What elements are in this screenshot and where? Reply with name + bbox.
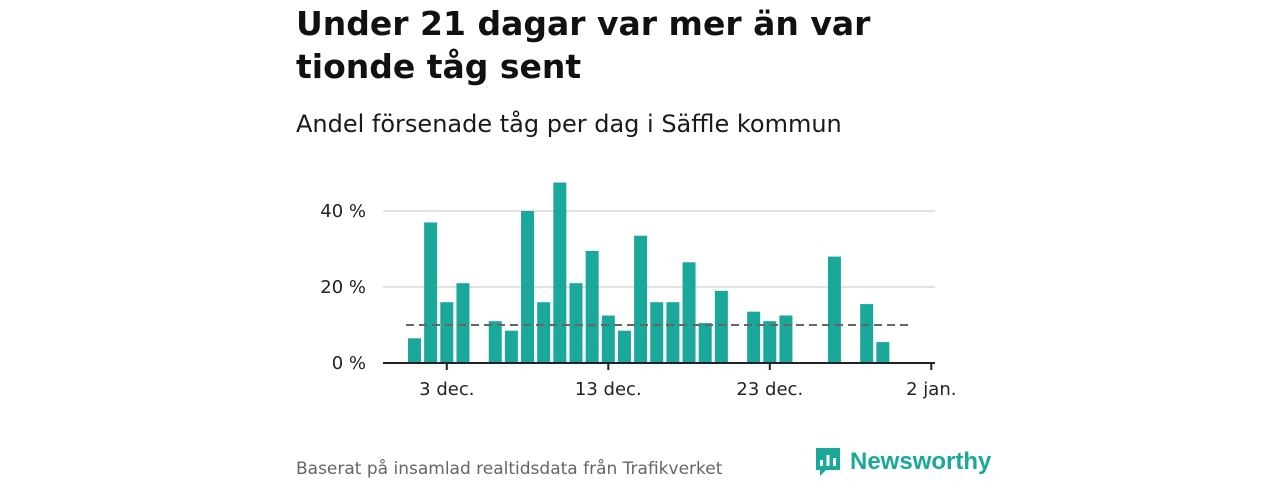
bar <box>440 302 454 363</box>
bar <box>424 222 438 363</box>
bar <box>876 342 890 363</box>
bar <box>504 330 518 363</box>
axes: 3 dec. 13 dec. 23 dec. 2 jan. <box>383 362 956 400</box>
bar <box>601 315 615 363</box>
brand-name: Newsworthy <box>850 448 992 475</box>
bar <box>408 338 421 363</box>
chart-subtitle: Andel försenade tåg per dag i Säffle kom… <box>296 110 842 138</box>
bar <box>585 250 599 363</box>
bar <box>763 321 777 363</box>
bar <box>537 302 551 363</box>
bar <box>747 311 761 363</box>
chart-title: Under 21 dagar var mer än var tionde tåg… <box>296 4 871 86</box>
bar <box>650 302 664 363</box>
bar <box>521 211 535 363</box>
y-tick-label: 20 % <box>320 277 366 298</box>
newsworthy-logo-icon <box>816 448 840 476</box>
x-tick-label: 13 dec. <box>575 379 642 400</box>
bar <box>698 323 712 363</box>
source-note: Baserat på insamlad realtidsdata från Tr… <box>296 459 723 479</box>
x-tick-label: 23 dec. <box>736 379 803 400</box>
bar <box>569 283 583 363</box>
bar <box>666 302 680 363</box>
y-tick-label: 0 % <box>332 353 366 374</box>
x-tick-label: 2 jan. <box>906 379 956 400</box>
bar <box>553 182 567 363</box>
bar <box>827 256 841 363</box>
x-tick-label: 3 dec. <box>419 379 474 400</box>
brand-logo[interactable]: Newsworthy <box>814 446 991 478</box>
bar <box>682 262 696 363</box>
y-tick-label: 40 % <box>320 201 366 222</box>
bar <box>488 321 502 363</box>
bar <box>860 304 874 363</box>
bar <box>714 290 728 363</box>
bar <box>617 330 631 363</box>
bar <box>634 235 648 363</box>
bar <box>779 315 793 363</box>
bars <box>408 182 890 363</box>
bar <box>456 283 470 363</box>
gridlines: 0 % 20 % 40 % <box>320 201 935 374</box>
